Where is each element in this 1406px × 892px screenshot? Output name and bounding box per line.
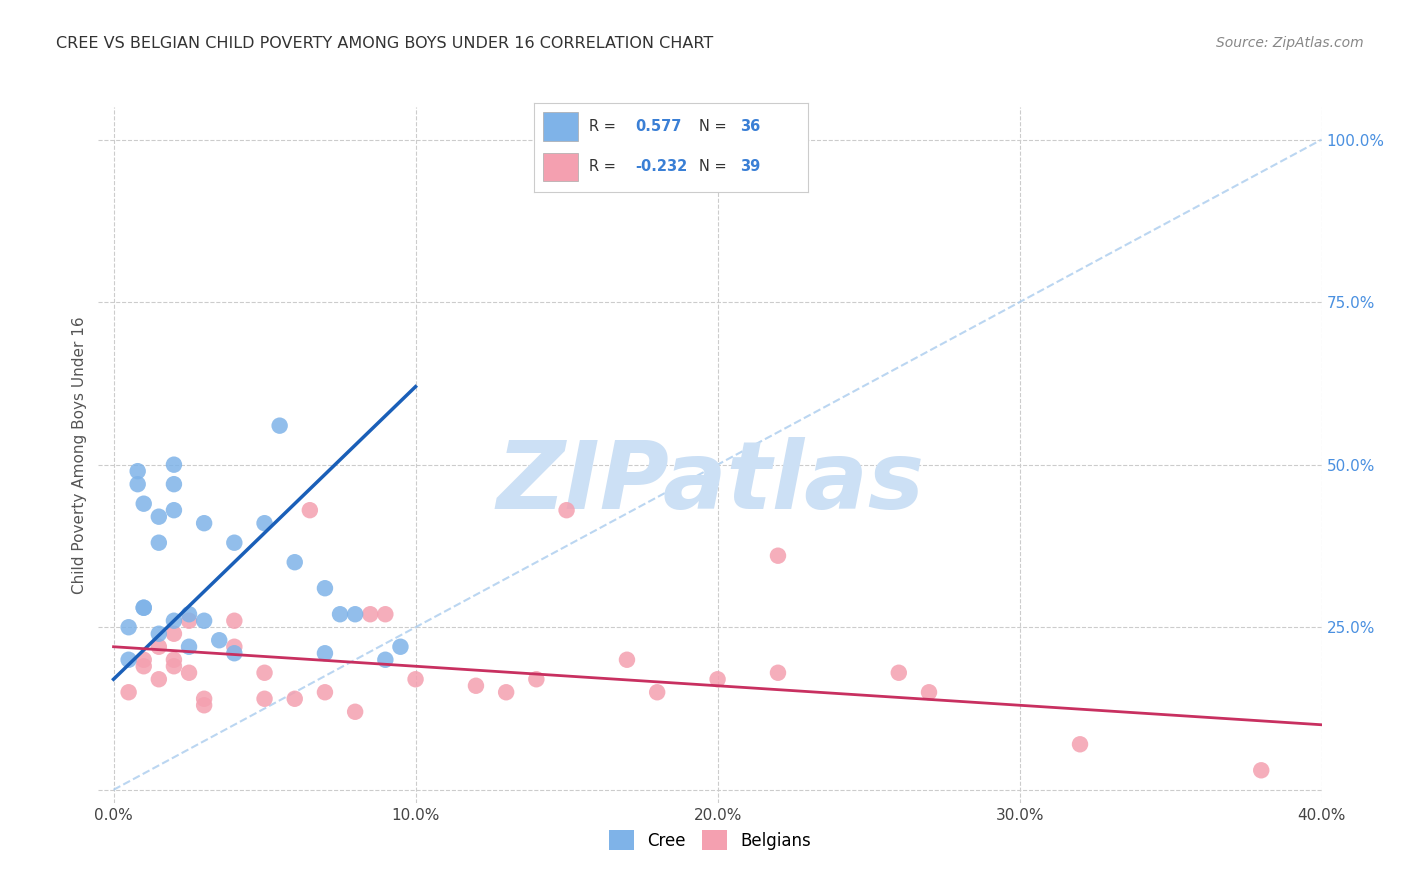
Y-axis label: Child Poverty Among Boys Under 16: Child Poverty Among Boys Under 16	[72, 316, 87, 594]
Point	[224, 646, 246, 660]
Point	[329, 607, 352, 622]
Bar	[543, 112, 578, 141]
Point	[224, 535, 246, 549]
Point	[344, 705, 367, 719]
Point	[374, 607, 396, 622]
Point	[148, 509, 170, 524]
Point	[253, 691, 276, 706]
Point	[117, 685, 139, 699]
Point	[193, 516, 215, 531]
Point	[148, 640, 170, 654]
Point	[163, 458, 186, 472]
Text: CREE VS BELGIAN CHILD POVERTY AMONG BOYS UNDER 16 CORRELATION CHART: CREE VS BELGIAN CHILD POVERTY AMONG BOYS…	[56, 36, 713, 51]
Point	[645, 685, 668, 699]
Text: N =: N =	[699, 160, 731, 174]
Point	[887, 665, 910, 680]
Bar	[543, 153, 578, 181]
Text: R =: R =	[589, 160, 620, 174]
Text: R =: R =	[589, 120, 620, 134]
Point	[132, 600, 155, 615]
Point	[163, 614, 186, 628]
Point	[163, 477, 186, 491]
Point	[284, 691, 307, 706]
Point	[524, 672, 547, 686]
Point	[177, 665, 200, 680]
Point	[193, 698, 215, 713]
Text: Source: ZipAtlas.com: Source: ZipAtlas.com	[1216, 36, 1364, 50]
Point	[148, 626, 170, 640]
Point	[298, 503, 321, 517]
Point	[616, 653, 638, 667]
Point	[359, 607, 381, 622]
Point	[314, 581, 336, 595]
Point	[389, 640, 412, 654]
Point	[706, 672, 728, 686]
Point	[766, 549, 789, 563]
Point	[127, 477, 149, 491]
Text: ZIPatlas: ZIPatlas	[496, 437, 924, 529]
Point	[269, 418, 291, 433]
Point	[177, 607, 200, 622]
Point	[1069, 737, 1091, 751]
Legend: Cree, Belgians: Cree, Belgians	[602, 823, 818, 857]
Point	[465, 679, 488, 693]
Point	[177, 614, 200, 628]
Point	[314, 646, 336, 660]
Point	[148, 672, 170, 686]
Point	[405, 672, 427, 686]
Point	[193, 691, 215, 706]
Text: 39: 39	[740, 160, 761, 174]
Point	[224, 640, 246, 654]
Point	[163, 626, 186, 640]
Point	[344, 607, 367, 622]
Point	[555, 503, 578, 517]
Point	[284, 555, 307, 569]
Point	[208, 633, 231, 648]
Point	[918, 685, 941, 699]
Point	[314, 685, 336, 699]
Point	[766, 665, 789, 680]
Text: 36: 36	[740, 120, 761, 134]
Point	[163, 653, 186, 667]
Point	[132, 497, 155, 511]
Point	[117, 620, 139, 634]
Point	[163, 659, 186, 673]
Point	[253, 516, 276, 531]
Point	[193, 614, 215, 628]
Point	[132, 653, 155, 667]
Text: -0.232: -0.232	[636, 160, 688, 174]
Point	[495, 685, 517, 699]
Text: 0.577: 0.577	[636, 120, 682, 134]
Point	[1250, 764, 1272, 778]
Point	[253, 665, 276, 680]
Text: N =: N =	[699, 120, 731, 134]
Point	[177, 640, 200, 654]
Point	[132, 600, 155, 615]
Point	[127, 464, 149, 478]
Point	[132, 659, 155, 673]
Point	[148, 535, 170, 549]
Point	[117, 653, 139, 667]
Point	[224, 614, 246, 628]
Point	[163, 503, 186, 517]
Point	[374, 653, 396, 667]
